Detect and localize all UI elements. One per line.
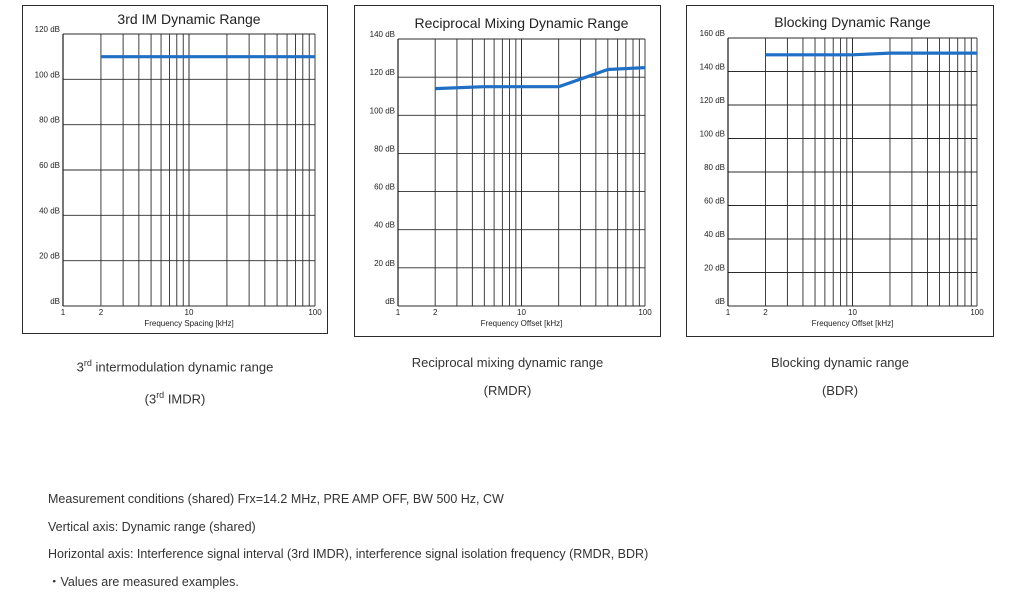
x-tick-label: 1 (61, 308, 66, 317)
chart-title: 3rd IM Dynamic Range (117, 11, 260, 27)
caption-line-1: Blocking dynamic range (770, 355, 910, 370)
y-tick-label: dB (715, 297, 725, 306)
y-tick-label: 140 dB (370, 30, 395, 39)
caption-superscript: rd (156, 390, 165, 401)
caption-rmdr: Reciprocal mixing dynamic range (RMDR) (354, 349, 661, 405)
x-tick-label: 1 (726, 308, 731, 317)
y-tick-label: 60 dB (704, 197, 725, 206)
caption-line-2: (3rd IMDR) (22, 381, 328, 413)
y-tick-label: 40 dB (704, 230, 725, 239)
y-tick-label: 40 dB (39, 206, 60, 215)
note-vertical-axis: Vertical axis: Dynamic range (shared) (48, 519, 256, 534)
x-tick-label: 100 (970, 308, 984, 317)
note-horizontal-axis: Horizontal axis: Interference signal int… (48, 547, 649, 561)
y-tick-label: 140 dB (700, 63, 725, 72)
chart-svg-1: 3rd IM Dynamic Range dB 20 dB 40 dB 60 dB 80 … (35, 11, 323, 328)
x-tick-label: 10 (848, 308, 857, 317)
y-tick-label: 20 dB (374, 259, 395, 268)
caption-text: IMDR) (164, 391, 206, 407)
x-tick-label: 10 (185, 308, 194, 317)
x-tick-label: 100 (638, 308, 652, 317)
chart-svg-3: Blocking Dynamic Range dB 20 dB 40 dB 60 dB 8… (700, 14, 985, 328)
x-tick-label: 2 (99, 308, 104, 317)
y-tick-label: 40 dB (374, 221, 395, 230)
y-tick-label: 80 dB (39, 116, 60, 125)
y-tick-label: 100 dB (35, 70, 60, 79)
x-axis-label: Frequency Offset [kHz] (481, 319, 563, 328)
chart-3rd-im-dynamic-range: 3rd IM Dynamic Range dB 20 dB 40 dB 60 dB 80 … (22, 5, 328, 334)
y-tick-label: 20 dB (39, 252, 60, 261)
caption-3rd-imdr: 3rd intermodulation dynamic range (3rd I… (22, 349, 328, 414)
measurement-notes: Measurement conditions (shared) Frx=14.2… (48, 486, 648, 596)
y-tick-label: 120 dB (700, 96, 725, 105)
caption-line-2: (RMDR) (483, 383, 532, 398)
chart-reciprocal-mixing-dynamic-range: Reciprocal Mixing Dynamic Range dB 20 dB 40… (354, 5, 661, 337)
caption-line-2: (BDR) (821, 383, 859, 398)
y-tick-label: 80 dB (374, 144, 395, 153)
chart-title: Blocking Dynamic Range (774, 14, 931, 30)
x-axis-label: Frequency Spacing [kHz] (144, 319, 233, 328)
y-tick-label: 20 dB (704, 264, 725, 273)
y-tick-label: 60 dB (374, 183, 395, 192)
y-tick-label: 160 dB (700, 29, 725, 38)
x-tick-label: 10 (517, 308, 526, 317)
y-tick-label: dB (50, 297, 60, 306)
y-tick-label: dB (385, 297, 395, 306)
y-tick-label: 100 dB (700, 130, 725, 139)
caption-line-1: Reciprocal mixing dynamic range (411, 355, 604, 370)
y-tick-label: 120 dB (370, 68, 395, 77)
note-measurement-conditions: Measurement conditions (shared) Frx=14.2… (48, 492, 504, 506)
x-tick-label: 100 (308, 308, 322, 317)
data-series-line (765, 51, 977, 57)
caption-text: intermodulation dynamic range (91, 359, 274, 375)
y-tick-label: 120 dB (35, 25, 60, 34)
y-tick-label: 60 dB (39, 161, 60, 170)
chart-svg-2: Reciprocal Mixing Dynamic Range dB 20 dB 40… (370, 15, 653, 328)
x-tick-label: 2 (433, 308, 438, 317)
data-series-line (435, 66, 646, 91)
caption-text: (3 (144, 391, 157, 407)
x-tick-label: 2 (763, 308, 768, 317)
y-tick-label: 100 dB (370, 106, 395, 115)
chart-blocking-dynamic-range: Blocking Dynamic Range dB 20 dB 40 dB 60 dB 8… (686, 5, 994, 337)
chart-title: Reciprocal Mixing Dynamic Range (415, 15, 629, 31)
caption-text: 3 (76, 359, 84, 375)
caption-superscript: rd (83, 358, 92, 368)
x-tick-label: 1 (396, 308, 401, 317)
note-measured-examples: ・Values are measured examples. (48, 574, 239, 589)
x-axis-label: Frequency Offset [kHz] (812, 319, 894, 328)
y-tick-label: 80 dB (704, 163, 725, 172)
caption-bdr: Blocking dynamic range (BDR) (686, 349, 994, 405)
caption-line-1: 3rd intermodulation dynamic range (22, 349, 328, 381)
